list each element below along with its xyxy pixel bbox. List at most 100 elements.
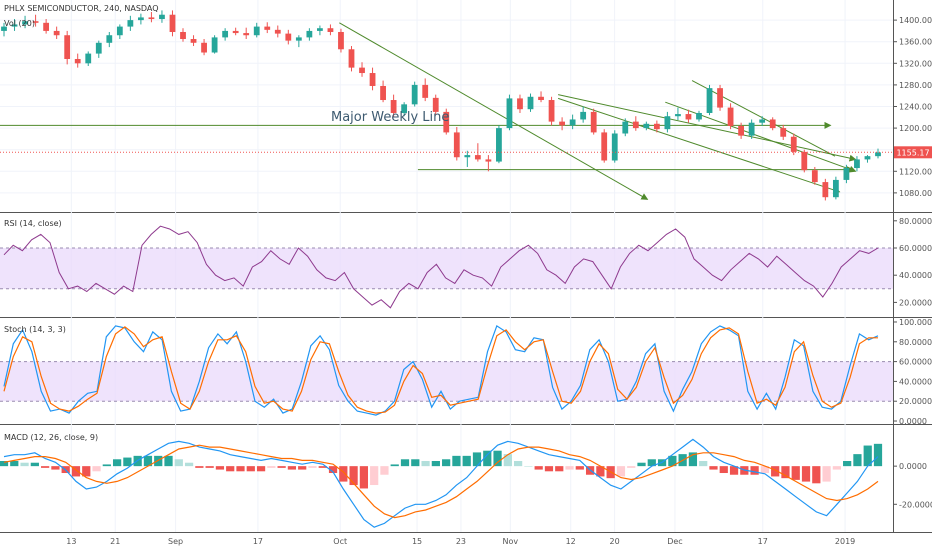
trend-line[interactable] [691, 80, 836, 157]
candle[interactable] [548, 96, 555, 126]
candle-body[interactable] [875, 152, 881, 157]
candle-body[interactable] [601, 132, 608, 161]
candle[interactable] [780, 124, 787, 140]
candle[interactable] [159, 10, 165, 23]
candle-body[interactable] [632, 121, 639, 129]
candle-body[interactable] [485, 159, 492, 162]
candle[interactable] [422, 78, 429, 102]
candle-body[interactable] [64, 35, 71, 59]
candle[interactable] [285, 29, 292, 45]
candle[interactable] [864, 155, 871, 163]
candle-body[interactable] [106, 35, 113, 43]
candle[interactable] [180, 28, 186, 42]
candle-body[interactable] [232, 30, 239, 34]
candle[interactable] [569, 114, 576, 130]
candle-body[interactable] [580, 111, 587, 120]
price-axis-pane[interactable] [893, 0, 932, 532]
candle[interactable] [580, 106, 587, 123]
candle-body[interactable] [780, 128, 787, 137]
candle-body[interactable] [148, 17, 155, 20]
candle-body[interactable] [43, 22, 50, 31]
trend-line[interactable] [557, 97, 841, 194]
candle[interactable] [632, 116, 639, 131]
candle[interactable] [443, 108, 450, 135]
candle[interactable] [295, 35, 302, 48]
candle-body[interactable] [611, 133, 618, 161]
candle[interactable] [517, 94, 523, 113]
candle[interactable] [811, 166, 818, 185]
candle-body[interactable] [675, 114, 681, 117]
candle-body[interactable] [653, 123, 660, 130]
candle[interactable] [675, 107, 681, 120]
candle-body[interactable] [401, 104, 408, 113]
candle[interactable] [759, 116, 766, 126]
candle-body[interactable] [201, 42, 207, 53]
candle-body[interactable] [843, 168, 850, 180]
candle-body[interactable] [11, 24, 18, 27]
candle-body[interactable] [264, 26, 271, 30]
candle[interactable] [843, 164, 850, 184]
candle-body[interactable] [790, 136, 797, 152]
candle-body[interactable] [390, 100, 397, 113]
candle-body[interactable] [137, 17, 144, 21]
candle[interactable] [95, 40, 102, 58]
candle[interactable] [738, 122, 745, 139]
candle[interactable] [1, 22, 7, 37]
candle[interactable] [590, 108, 597, 135]
candle[interactable] [127, 15, 134, 31]
candle[interactable] [190, 35, 197, 47]
candle[interactable] [832, 176, 839, 200]
candle-body[interactable] [622, 121, 629, 134]
candle[interactable] [32, 14, 39, 27]
candle[interactable] [201, 39, 207, 56]
candle-body[interactable] [706, 88, 713, 113]
candle[interactable] [11, 19, 18, 31]
candle-body[interactable] [727, 107, 734, 126]
candle[interactable] [875, 148, 881, 159]
candle-body[interactable] [822, 182, 829, 198]
candle[interactable] [169, 10, 176, 37]
candle[interactable] [64, 30, 71, 65]
candle-body[interactable] [338, 31, 344, 50]
candle-body[interactable] [590, 111, 597, 133]
candle-body[interactable] [327, 28, 334, 32]
candle-body[interactable] [759, 119, 766, 123]
candle-body[interactable] [243, 33, 250, 36]
candle-body[interactable] [190, 39, 197, 43]
candle-body[interactable] [159, 14, 165, 20]
candle-body[interactable] [74, 58, 81, 64]
candle-body[interactable] [559, 121, 565, 126]
candle-body[interactable] [569, 119, 576, 126]
rsi-title[interactable]: RSI (14, close) [4, 219, 62, 228]
candle[interactable] [222, 28, 229, 41]
candle-body[interactable] [453, 132, 460, 158]
candle-body[interactable] [348, 49, 355, 68]
candle[interactable] [696, 110, 702, 122]
candle[interactable] [485, 155, 492, 172]
candle[interactable] [717, 84, 723, 111]
chart-title[interactable]: PHLX SEMICONDUCTOR, 240, NASDAQ [4, 4, 159, 13]
candle[interactable] [232, 27, 239, 36]
candle[interactable] [43, 19, 50, 34]
candle[interactable] [348, 46, 355, 72]
candle-body[interactable] [432, 97, 439, 112]
candle[interactable] [822, 178, 829, 201]
candle[interactable] [653, 120, 660, 133]
candle[interactable] [327, 24, 334, 36]
candle-body[interactable] [222, 30, 229, 38]
candle[interactable] [274, 25, 281, 38]
candle-body[interactable] [369, 73, 376, 86]
candle-body[interactable] [854, 159, 860, 169]
macd-pane[interactable] [0, 425, 893, 532]
candle[interactable] [854, 156, 860, 172]
candle[interactable] [380, 80, 386, 103]
candle-body[interactable] [496, 128, 502, 162]
candle-body[interactable] [116, 26, 123, 36]
candle-body[interactable] [864, 156, 871, 160]
candle[interactable] [748, 119, 755, 139]
macd-title[interactable]: MACD (12, 26, close, 9) [4, 433, 98, 442]
candle-body[interactable] [359, 67, 365, 74]
candle[interactable] [801, 149, 808, 173]
candle-body[interactable] [527, 96, 534, 110]
candle-body[interactable] [85, 53, 92, 64]
